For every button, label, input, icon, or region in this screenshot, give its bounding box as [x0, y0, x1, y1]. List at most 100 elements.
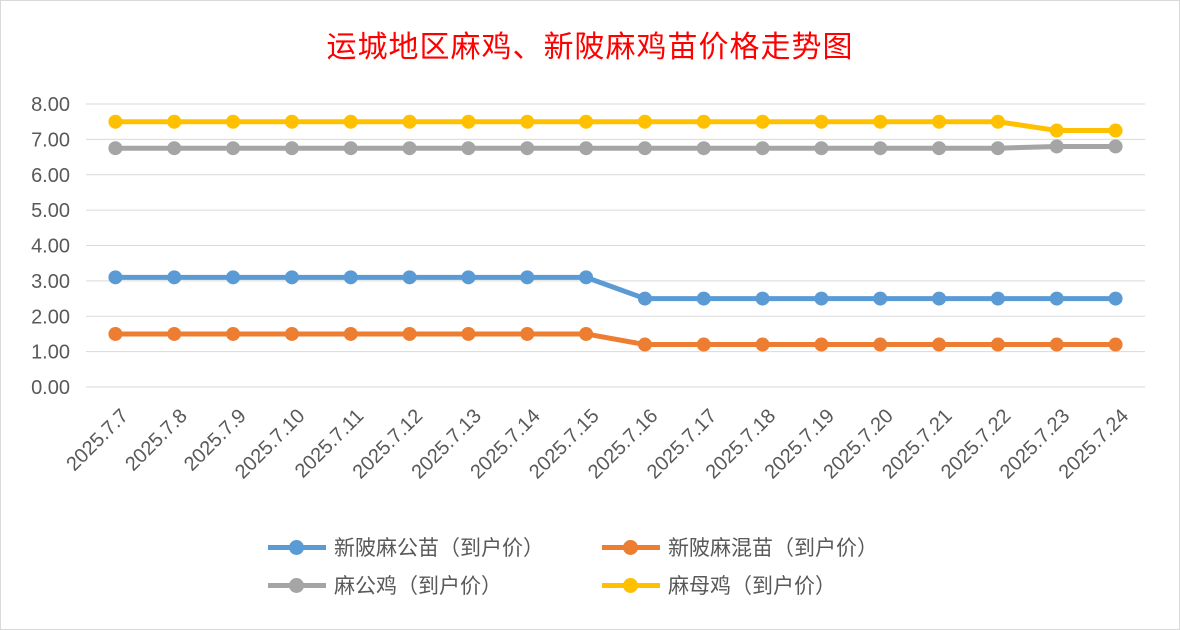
series-0-point-10 [696, 291, 711, 306]
series-1-point-10 [696, 337, 711, 352]
series-0-point-4 [343, 270, 358, 285]
legend-swatch-1 [602, 532, 660, 562]
series-2-point-3 [284, 141, 299, 156]
series-2-point-7 [520, 141, 535, 156]
legend-item-1: 新陂麻混苗（到户价） [602, 532, 878, 562]
series-3-point-14 [932, 114, 947, 129]
y-tick-label-5: 5.00 [31, 200, 70, 222]
series-2-point-0 [108, 141, 123, 156]
series-1-point-11 [755, 337, 770, 352]
series-0-point-11 [755, 291, 770, 306]
series-2-point-5 [402, 141, 417, 156]
y-tick-label-4: 4.00 [31, 236, 70, 258]
series-1-point-14 [932, 337, 947, 352]
series-2-point-17 [1108, 139, 1123, 154]
series-3-point-2 [226, 114, 241, 129]
y-tick-label-7: 7.00 [31, 129, 70, 151]
series-line-2 [112, 143, 1119, 151]
legend-swatch-0 [268, 532, 326, 562]
series-2-point-11 [755, 141, 770, 156]
series-3-point-1 [167, 114, 182, 129]
series-2-point-1 [167, 141, 182, 156]
legend-label-2: 麻公鸡（到户价） [334, 574, 502, 598]
series-3-point-12 [814, 114, 829, 129]
series-0-point-16 [1049, 291, 1064, 306]
series-1-point-7 [520, 326, 535, 341]
legend-item-0: 新陂麻公苗（到户价） [268, 532, 544, 562]
series-1-point-3 [284, 326, 299, 341]
series-3-point-7 [520, 114, 535, 129]
series-line-0 [112, 274, 1119, 302]
series-2-point-16 [1049, 139, 1064, 154]
series-2-point-4 [343, 141, 358, 156]
series-0-point-14 [932, 291, 947, 306]
series-1-point-15 [990, 337, 1005, 352]
legend-label-1: 新陂麻混苗（到户价） [668, 536, 878, 560]
series-1-point-16 [1049, 337, 1064, 352]
legend-label-0: 新陂麻公苗（到户价） [334, 536, 544, 560]
legend-swatch-2 [268, 570, 326, 600]
series-3-point-16 [1049, 123, 1064, 138]
series-1-point-13 [873, 337, 888, 352]
series-3-point-0 [108, 114, 123, 129]
series-0-point-17 [1108, 291, 1123, 306]
series-3-point-4 [343, 114, 358, 129]
series-1-point-1 [167, 326, 182, 341]
series-1-point-6 [461, 326, 476, 341]
series-0-point-5 [402, 270, 417, 285]
legend-label-3: 麻母鸡（到户价） [668, 574, 836, 598]
series-0-point-7 [520, 270, 535, 285]
y-tick-label-0: 0.00 [31, 377, 70, 399]
series-3-point-11 [755, 114, 770, 129]
legend-item-2: 麻公鸡（到户价） [268, 570, 502, 600]
series-3-point-5 [402, 114, 417, 129]
series-0-point-9 [637, 291, 652, 306]
series-3-point-6 [461, 114, 476, 129]
series-2-point-13 [873, 141, 888, 156]
series-1-point-17 [1108, 337, 1123, 352]
y-tick-label-2: 2.00 [31, 306, 70, 328]
series-2-point-14 [932, 141, 947, 156]
series-0-point-6 [461, 270, 476, 285]
y-tick-label-8: 8.00 [31, 94, 70, 116]
series-3-point-13 [873, 114, 888, 129]
series-3-point-8 [579, 114, 594, 129]
series-1-point-0 [108, 326, 123, 341]
legend-swatch-3 [602, 570, 660, 600]
series-0-point-15 [990, 291, 1005, 306]
series-2-point-2 [226, 141, 241, 156]
series-3-point-10 [696, 114, 711, 129]
series-0-point-8 [579, 270, 594, 285]
x-tick-label-1: 2025.7.8 [121, 405, 192, 476]
series-2-point-12 [814, 141, 829, 156]
series-0-point-12 [814, 291, 829, 306]
series-2-point-9 [637, 141, 652, 156]
series-1-point-9 [637, 337, 652, 352]
y-tick-label-1: 1.00 [31, 342, 70, 364]
y-tick-label-6: 6.00 [31, 165, 70, 187]
series-0-point-2 [226, 270, 241, 285]
series-2-point-8 [579, 141, 594, 156]
series-1-point-4 [343, 326, 358, 341]
y-tick-label-3: 3.00 [31, 271, 70, 293]
x-tick-label-0: 2025.7.7 [62, 405, 133, 476]
series-1-point-5 [402, 326, 417, 341]
series-1-point-12 [814, 337, 829, 352]
series-3-point-3 [284, 114, 299, 129]
series-line-1 [112, 331, 1119, 348]
series-1-point-8 [579, 326, 594, 341]
series-0-point-0 [108, 270, 123, 285]
series-0-point-1 [167, 270, 182, 285]
chart-title: 运城地区麻鸡、新陂麻鸡苗价格走势图 [326, 30, 854, 65]
series-3-point-15 [990, 114, 1005, 129]
series-line-3 [112, 119, 1119, 134]
series-2-point-15 [990, 141, 1005, 156]
series-2-point-6 [461, 141, 476, 156]
series-0-point-3 [284, 270, 299, 285]
series-3-point-9 [637, 114, 652, 129]
legend-item-3: 麻母鸡（到户价） [602, 570, 836, 600]
series-0-point-13 [873, 291, 888, 306]
series-3-point-17 [1108, 123, 1123, 138]
